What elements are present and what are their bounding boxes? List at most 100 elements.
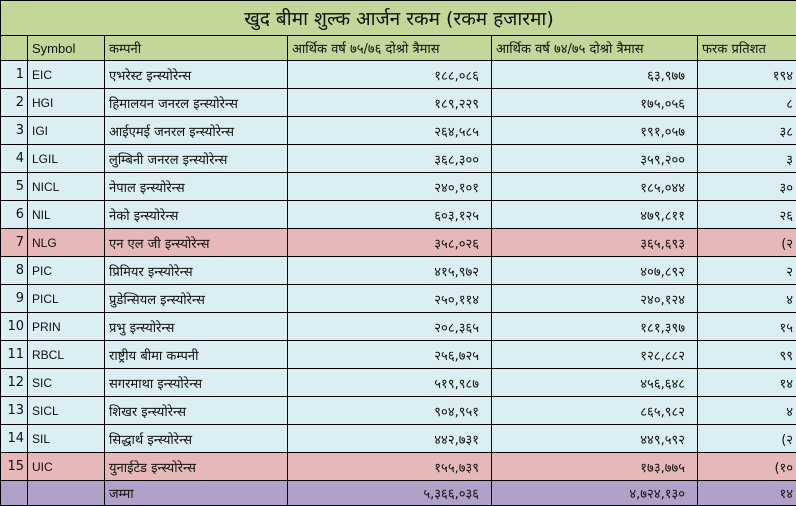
row-index[interactable]: 9 — [1, 285, 28, 313]
row-company[interactable]: नेपाल इन्स्योरेन्स — [105, 173, 288, 201]
row-index[interactable]: 10 — [1, 313, 28, 341]
total-symbol[interactable] — [28, 481, 105, 506]
total-diff[interactable]: १४ — [698, 481, 796, 506]
row-index[interactable]: 4 — [1, 145, 28, 173]
header-company[interactable]: कम्पनी — [105, 36, 288, 61]
row-current[interactable]: १८८,०८६ — [288, 61, 492, 89]
row-index[interactable]: 3 — [1, 117, 28, 145]
total-previous[interactable]: ४,७२४,१३० — [492, 481, 698, 506]
row-current[interactable]: ५१९,९८७ — [288, 369, 492, 397]
row-symbol[interactable]: LGIL — [28, 145, 105, 173]
row-current[interactable]: १८९,२२९ — [288, 89, 492, 117]
row-company[interactable]: एन एल जी इन्स्योरेन्स — [105, 229, 288, 257]
row-diff[interactable]: २ — [698, 257, 796, 285]
row-index[interactable]: 1 — [1, 61, 28, 89]
row-symbol[interactable]: SICL — [28, 397, 105, 425]
header-current[interactable]: आर्थिक वर्ष ७५/७६ दोश्रो त्रैमास — [288, 36, 492, 61]
row-symbol[interactable]: SIL — [28, 425, 105, 453]
total-current[interactable]: ५,३६६,०३६ — [288, 481, 492, 506]
header-diff[interactable]: फरक प्रतिशत — [698, 36, 796, 61]
row-company[interactable]: प्रुडेन्सियल इन्स्योरेन्स — [105, 285, 288, 313]
row-symbol[interactable]: NICL — [28, 173, 105, 201]
row-company[interactable]: प्रिमियर इन्स्योरेन्स — [105, 257, 288, 285]
row-company[interactable]: नेको इन्स्योरेन्स — [105, 201, 288, 229]
row-previous[interactable]: ४७९,८११ — [492, 201, 698, 229]
row-previous[interactable]: ४०७,८९२ — [492, 257, 698, 285]
row-diff[interactable]: ४ — [698, 285, 796, 313]
row-previous[interactable]: १७५,०५६ — [492, 89, 698, 117]
row-previous[interactable]: १७३,७७५ — [492, 453, 698, 481]
row-current[interactable]: २५६,७२५ — [288, 341, 492, 369]
row-company[interactable]: प्रभु इन्स्योरेन्स — [105, 313, 288, 341]
row-diff[interactable]: ९९ — [698, 341, 796, 369]
row-diff[interactable]: १९४ — [698, 61, 796, 89]
row-company[interactable]: युनाईटेड इन्स्योरेन्स — [105, 453, 288, 481]
row-diff[interactable]: १५ — [698, 313, 796, 341]
row-symbol[interactable]: SIC — [28, 369, 105, 397]
row-company[interactable]: राष्ट्रीय बीमा कम्पनी — [105, 341, 288, 369]
row-symbol[interactable]: PIC — [28, 257, 105, 285]
row-previous[interactable]: १९१,०५७ — [492, 117, 698, 145]
row-previous[interactable]: ४४९,५९२ — [492, 425, 698, 453]
row-company[interactable]: शिखर इन्स्योरेन्स — [105, 397, 288, 425]
row-symbol[interactable]: NIL — [28, 201, 105, 229]
total-index[interactable] — [1, 481, 28, 506]
row-company[interactable]: सिद्धार्थ इन्स्योरेन्स — [105, 425, 288, 453]
row-previous[interactable]: ४५६,६४८ — [492, 369, 698, 397]
row-diff[interactable]: (१० — [698, 453, 796, 481]
row-previous[interactable]: १८५,०४४ — [492, 173, 698, 201]
header-symbol[interactable]: Symbol — [28, 36, 105, 61]
row-current[interactable]: १५५,७३९ — [288, 453, 492, 481]
row-company[interactable]: लुम्बिनी जनरल इन्स्योरेन्स — [105, 145, 288, 173]
row-symbol[interactable]: HGI — [28, 89, 105, 117]
row-diff[interactable]: ३ — [698, 145, 796, 173]
row-index[interactable]: 13 — [1, 397, 28, 425]
row-symbol[interactable]: EIC — [28, 61, 105, 89]
row-diff[interactable]: १४ — [698, 369, 796, 397]
row-index[interactable]: 6 — [1, 201, 28, 229]
row-diff[interactable]: ३८ — [698, 117, 796, 145]
row-diff[interactable]: ३० — [698, 173, 796, 201]
row-index[interactable]: 11 — [1, 341, 28, 369]
row-index[interactable]: 5 — [1, 173, 28, 201]
row-index[interactable]: 8 — [1, 257, 28, 285]
row-company[interactable]: हिमालयन जनरल इन्स्योरेन्स — [105, 89, 288, 117]
row-symbol[interactable]: RBCL — [28, 341, 105, 369]
row-index[interactable]: 15 — [1, 453, 28, 481]
row-current[interactable]: ४१५,९७२ — [288, 257, 492, 285]
row-previous[interactable]: १२८,८८२ — [492, 341, 698, 369]
table-title[interactable]: खुद बीमा शुल्क आर्जन रकम (रकम हजारमा) — [1, 1, 796, 36]
row-current[interactable]: २६४,५८५ — [288, 117, 492, 145]
row-previous[interactable]: ६३,९७७ — [492, 61, 698, 89]
row-index[interactable]: 14 — [1, 425, 28, 453]
row-current[interactable]: ४४२,७३१ — [288, 425, 492, 453]
row-index[interactable]: 2 — [1, 89, 28, 117]
row-diff[interactable]: २६ — [698, 201, 796, 229]
row-previous[interactable]: २४०,१२४ — [492, 285, 698, 313]
row-diff[interactable]: (२ — [698, 425, 796, 453]
row-current[interactable]: २४०,१०१ — [288, 173, 492, 201]
row-current[interactable]: ३५८,०२६ — [288, 229, 492, 257]
row-diff[interactable]: (२ — [698, 229, 796, 257]
row-current[interactable]: ३६८,३०० — [288, 145, 492, 173]
row-index[interactable]: 7 — [1, 229, 28, 257]
header-index[interactable] — [1, 36, 28, 61]
row-previous[interactable]: ३५९,२०० — [492, 145, 698, 173]
row-company[interactable]: सगरमाथा इन्स्योरेन्स — [105, 369, 288, 397]
row-previous[interactable]: ३६५,६९३ — [492, 229, 698, 257]
row-symbol[interactable]: IGI — [28, 117, 105, 145]
row-diff[interactable]: ८ — [698, 89, 796, 117]
row-index[interactable]: 12 — [1, 369, 28, 397]
row-previous[interactable]: ८६५,९८२ — [492, 397, 698, 425]
row-diff[interactable]: ४ — [698, 397, 796, 425]
row-current[interactable]: ६०३,१२५ — [288, 201, 492, 229]
row-company[interactable]: एभरेस्ट इन्स्योरेन्स — [105, 61, 288, 89]
header-previous[interactable]: आर्थिक वर्ष ७४/७५ दोश्रो त्रैमास — [492, 36, 698, 61]
row-symbol[interactable]: PICL — [28, 285, 105, 313]
row-current[interactable]: २०८,३६५ — [288, 313, 492, 341]
row-symbol[interactable]: NLG — [28, 229, 105, 257]
row-previous[interactable]: १८१,३९७ — [492, 313, 698, 341]
row-symbol[interactable]: PRIN — [28, 313, 105, 341]
row-symbol[interactable]: UIC — [28, 453, 105, 481]
row-current[interactable]: २५०,११४ — [288, 285, 492, 313]
